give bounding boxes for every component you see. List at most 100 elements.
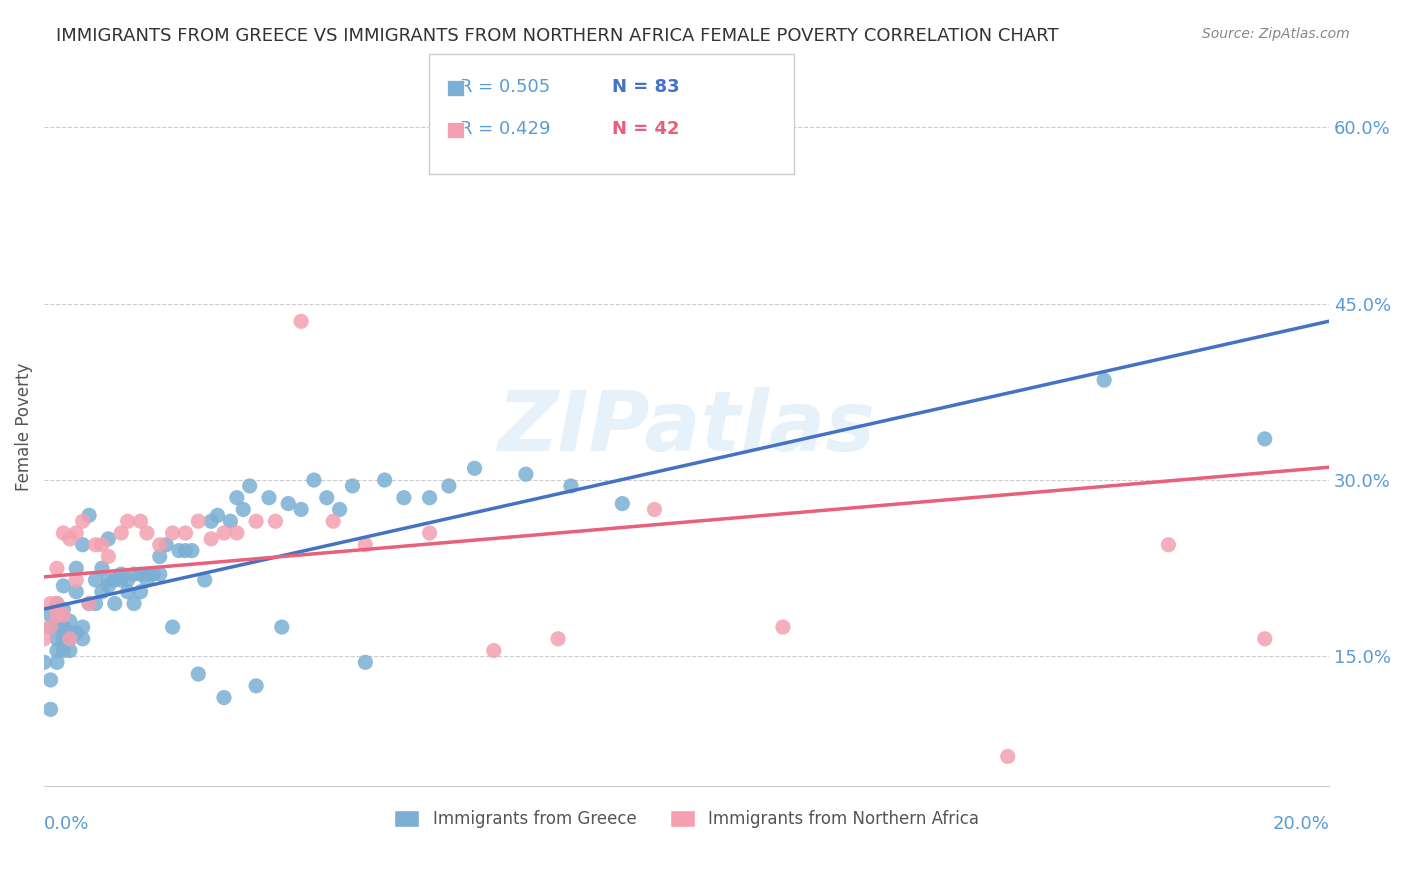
- Point: [84, 538, 107, 552]
- Point: [129, 514, 152, 528]
- Point: [52, 632, 75, 646]
- Point: [149, 567, 172, 582]
- Point: [212, 526, 235, 541]
- Point: [52, 608, 75, 623]
- Point: [122, 597, 145, 611]
- Point: [135, 567, 157, 582]
- Point: [104, 573, 127, 587]
- Point: [59, 632, 82, 646]
- Point: [65, 584, 87, 599]
- Point: [772, 620, 794, 634]
- Point: [77, 597, 100, 611]
- Point: [392, 491, 415, 505]
- Point: [329, 502, 352, 516]
- Point: [90, 561, 112, 575]
- Point: [97, 579, 120, 593]
- Point: [46, 597, 69, 611]
- Y-axis label: Female Poverty: Female Poverty: [15, 363, 32, 491]
- Point: [257, 491, 280, 505]
- Point: [46, 608, 69, 623]
- Point: [122, 567, 145, 582]
- Text: R = 0.505: R = 0.505: [460, 78, 550, 96]
- Point: [39, 608, 62, 623]
- Point: [32, 656, 55, 670]
- Point: [1254, 432, 1277, 446]
- Point: [97, 532, 120, 546]
- Point: [149, 538, 172, 552]
- Text: IMMIGRANTS FROM GREECE VS IMMIGRANTS FROM NORTHERN AFRICA FEMALE POVERTY CORRELA: IMMIGRANTS FROM GREECE VS IMMIGRANTS FRO…: [56, 27, 1059, 45]
- Point: [225, 491, 247, 505]
- Point: [1092, 373, 1115, 387]
- Point: [290, 314, 312, 328]
- Point: [515, 467, 537, 482]
- Point: [110, 526, 132, 541]
- Point: [277, 497, 299, 511]
- Point: [187, 667, 209, 681]
- Point: [59, 532, 82, 546]
- Point: [46, 632, 69, 646]
- Point: [354, 538, 377, 552]
- Point: [46, 656, 69, 670]
- Point: [65, 526, 87, 541]
- Point: [302, 473, 325, 487]
- Point: [997, 749, 1019, 764]
- Point: [39, 620, 62, 634]
- Point: [84, 597, 107, 611]
- Point: [560, 479, 582, 493]
- Point: [187, 514, 209, 528]
- Point: [1254, 632, 1277, 646]
- Point: [180, 543, 202, 558]
- Point: [200, 532, 222, 546]
- Point: [162, 620, 184, 634]
- Point: [232, 502, 254, 516]
- Point: [39, 702, 62, 716]
- Point: [39, 597, 62, 611]
- Point: [39, 673, 62, 687]
- Point: [32, 632, 55, 646]
- Point: [167, 543, 190, 558]
- Text: 0.0%: 0.0%: [44, 815, 90, 833]
- Text: N = 83: N = 83: [612, 78, 679, 96]
- Point: [270, 620, 292, 634]
- Point: [419, 526, 441, 541]
- Point: [239, 479, 262, 493]
- Point: [225, 526, 247, 541]
- Point: [315, 491, 337, 505]
- Point: [135, 526, 157, 541]
- Point: [142, 567, 165, 582]
- Point: [149, 549, 172, 564]
- Point: [59, 614, 82, 628]
- Point: [1157, 538, 1180, 552]
- Point: [117, 514, 139, 528]
- Point: [245, 514, 267, 528]
- Point: [547, 632, 569, 646]
- Text: N = 42: N = 42: [612, 120, 679, 138]
- Point: [110, 567, 132, 582]
- Text: 20.0%: 20.0%: [1272, 815, 1329, 833]
- Point: [90, 538, 112, 552]
- Point: [59, 643, 82, 657]
- Text: ZIPatlas: ZIPatlas: [498, 386, 876, 467]
- Point: [52, 526, 75, 541]
- Point: [419, 491, 441, 505]
- Point: [129, 584, 152, 599]
- Point: [219, 514, 242, 528]
- Point: [72, 514, 94, 528]
- Point: [117, 584, 139, 599]
- Point: [46, 561, 69, 575]
- Point: [46, 620, 69, 634]
- Point: [162, 526, 184, 541]
- Point: [52, 620, 75, 634]
- Point: [110, 573, 132, 587]
- Point: [322, 514, 344, 528]
- Point: [174, 543, 197, 558]
- Point: [117, 573, 139, 587]
- Point: [52, 579, 75, 593]
- Point: [65, 626, 87, 640]
- Point: [72, 538, 94, 552]
- Point: [59, 626, 82, 640]
- Point: [129, 567, 152, 582]
- Point: [374, 473, 396, 487]
- Point: [52, 643, 75, 657]
- Point: [65, 573, 87, 587]
